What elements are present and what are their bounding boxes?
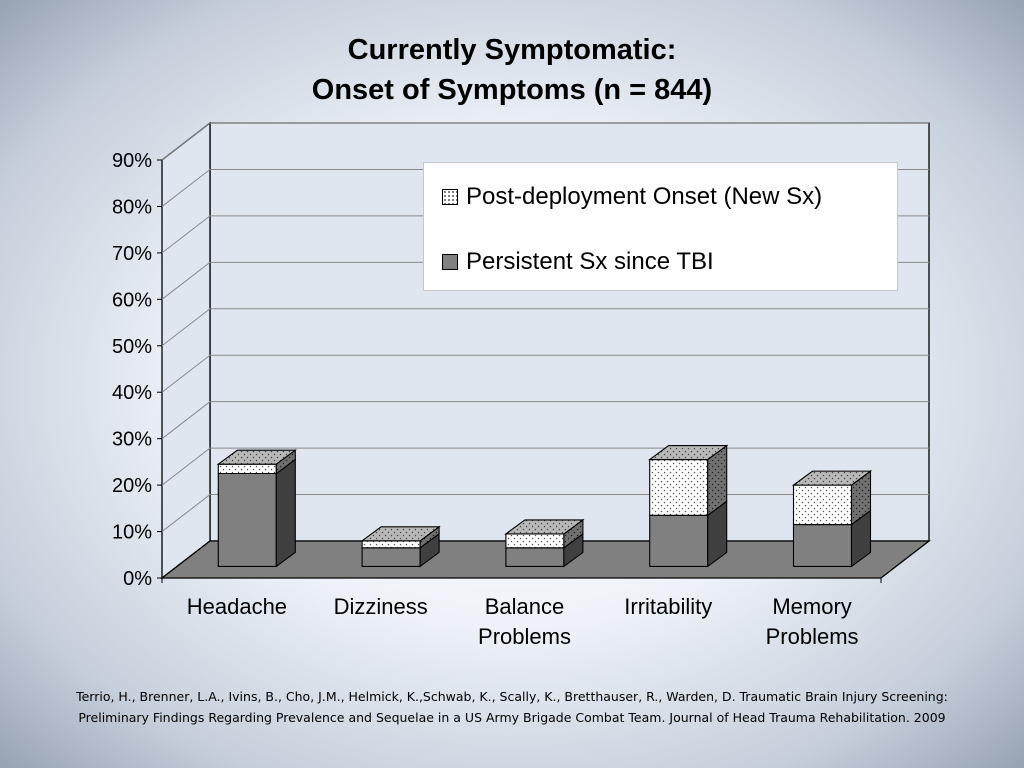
bar-memory-problems-top bbox=[791, 470, 873, 486]
legend-swatch-gray bbox=[442, 254, 458, 270]
y-tick-label: 20% bbox=[112, 475, 152, 497]
bar-headache-top bbox=[216, 449, 297, 465]
bar-headache-post-deployment bbox=[217, 463, 277, 475]
x-tick-label: Dizziness bbox=[334, 594, 428, 619]
x-tick-label: Problems bbox=[478, 624, 571, 649]
x-tick-label: Problems bbox=[766, 624, 859, 649]
gridline bbox=[161, 354, 929, 393]
citation: Terrio, H., Brenner, L.A., Ivins, B., Ch… bbox=[0, 686, 1024, 728]
gridline bbox=[161, 308, 929, 347]
y-tick-label: 60% bbox=[112, 289, 152, 311]
y-tick-label: 80% bbox=[112, 196, 152, 218]
bar-headache-persistent bbox=[217, 472, 277, 567]
side-wall bbox=[161, 121, 211, 580]
legend-swatch-dotted bbox=[442, 189, 458, 205]
y-tick-label: 70% bbox=[112, 243, 152, 265]
chart-title-line-2: Onset of Symptoms (n = 844) bbox=[311, 74, 713, 106]
y-tick-label: 50% bbox=[112, 336, 152, 358]
bar-headache-persistent-side bbox=[275, 458, 296, 568]
y-tick-label: 30% bbox=[112, 429, 152, 451]
chart-title: Currently Symptomatic: Onset of Symptoms… bbox=[0, 30, 1024, 110]
gridline bbox=[161, 122, 929, 161]
gridline bbox=[161, 401, 929, 440]
bar-irritability-post-deployment bbox=[649, 459, 709, 516]
citation-line-1: Terrio, H., Brenner, L.A., Ivins, B., Ch… bbox=[76, 689, 948, 704]
bar-dizziness-persistent bbox=[361, 547, 421, 567]
bar-irritability-persistent bbox=[649, 514, 709, 567]
y-tick-label: 90% bbox=[112, 150, 152, 172]
x-tick-label: Balance bbox=[485, 594, 565, 619]
legend-item-post-deployment: Post-deployment Onset (New Sx) bbox=[442, 183, 822, 211]
bar-dizziness-top bbox=[360, 526, 441, 542]
bar-memory-problems-post-deployment bbox=[792, 484, 853, 526]
legend-label-post-deployment: Post-deployment Onset (New Sx) bbox=[466, 183, 823, 210]
bar-memory-problems-persistent bbox=[792, 524, 853, 567]
legend-label-persistent: Persistent Sx since TBI bbox=[466, 248, 714, 275]
x-tick-label: Headache bbox=[187, 594, 287, 619]
bar-balance-problems-top bbox=[504, 519, 585, 535]
x-tick-label: Irritability bbox=[624, 594, 712, 619]
bar-irritability-top bbox=[648, 445, 729, 461]
bar-balance-problems-persistent bbox=[505, 547, 565, 567]
chart-title-line-1: Currently Symptomatic: bbox=[347, 34, 677, 66]
y-tick-label: 40% bbox=[112, 382, 152, 404]
y-tick-label: 0% bbox=[123, 568, 152, 590]
x-tick-label: Memory bbox=[772, 594, 851, 619]
y-tick-label: 10% bbox=[112, 522, 152, 544]
bar-dizziness-post-deployment bbox=[361, 540, 421, 549]
stacked-bar-chart: 0% 10% 20% 30% 40% 50% 60% 70% 80% 90% Headache Di… bbox=[112, 121, 931, 649]
legend: Post-deployment Onset (New Sx) Persisten… bbox=[423, 162, 898, 291]
citation-line-2: Preliminary Findings Regarding Prevalenc… bbox=[78, 710, 946, 725]
bar-balance-problems-post-deployment bbox=[505, 533, 565, 549]
legend-item-persistent: Persistent Sx since TBI bbox=[442, 248, 714, 276]
